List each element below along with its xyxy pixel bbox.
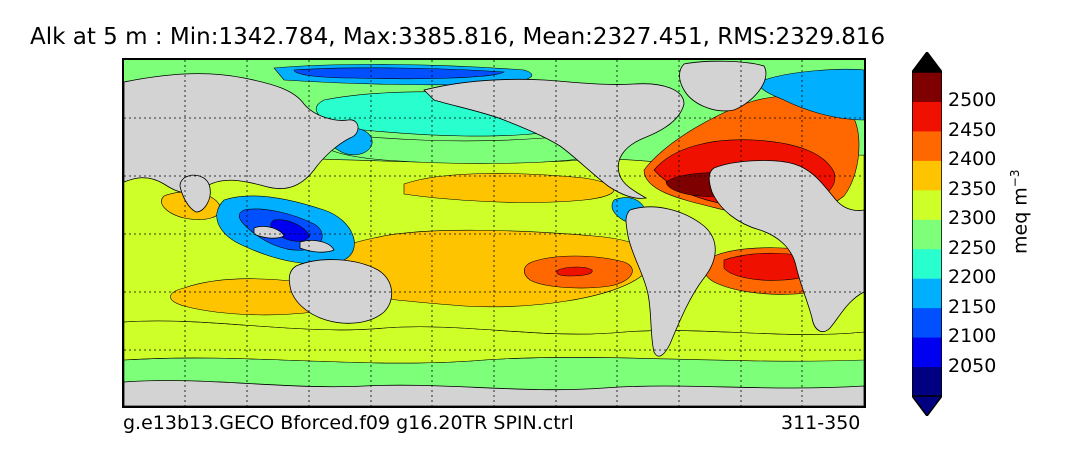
colorbar-segment bbox=[912, 160, 942, 191]
north-america-land bbox=[423, 78, 685, 199]
colorbar-segment bbox=[912, 337, 942, 368]
arctic-2100 bbox=[293, 67, 505, 80]
colorbar-top-arrow bbox=[912, 52, 942, 72]
case-name-label: g.e13b13.GECO Bforced.f09 g16.20TR SPIN.… bbox=[123, 412, 574, 434]
map-panel bbox=[122, 58, 866, 408]
colorbar-unit-label: meq m−3 bbox=[1008, 169, 1032, 254]
colorbar bbox=[912, 52, 942, 416]
colorbar-segment bbox=[912, 189, 942, 220]
greenland-land bbox=[679, 60, 767, 112]
colorbar-tick-label: 2150 bbox=[948, 295, 997, 318]
map-title: Alk at 5 m : Min:1342.784, Max:3385.816,… bbox=[30, 24, 886, 50]
south-america-land bbox=[625, 206, 716, 357]
colorbar-segment bbox=[912, 307, 942, 338]
colorbar-tick-label: 2250 bbox=[948, 236, 997, 259]
colorbar-segment bbox=[912, 101, 942, 132]
colorbar-segment bbox=[912, 248, 942, 279]
colorbar-tick-label: 2100 bbox=[948, 325, 997, 348]
colorbar-segment bbox=[912, 219, 942, 250]
australia-land bbox=[288, 259, 392, 324]
colorbar-segment bbox=[912, 278, 942, 309]
colorbar-segment bbox=[912, 72, 942, 102]
map-gridlines bbox=[124, 60, 864, 406]
years-label: 311-350 bbox=[781, 412, 861, 434]
india-land bbox=[179, 174, 211, 213]
colorbar-tick-label: 2050 bbox=[948, 354, 997, 377]
indonesia-land bbox=[253, 226, 335, 253]
colorbar-tick-label: 2450 bbox=[948, 118, 997, 141]
africa-land bbox=[708, 160, 864, 332]
labrador-2150 bbox=[759, 69, 864, 121]
colorbar-tick-label: 2350 bbox=[948, 177, 997, 200]
colorbar-tick-label: 2200 bbox=[948, 266, 997, 289]
colorbar-tick-label: 2300 bbox=[948, 207, 997, 230]
colorbar-bottom-arrow bbox=[912, 396, 942, 416]
colorbar-segment bbox=[912, 366, 942, 397]
north-pacific-gyre-2350 bbox=[403, 173, 615, 203]
colorbar-tick-label: 2400 bbox=[948, 148, 997, 171]
alkalinity-map bbox=[124, 60, 864, 406]
colorbar-segment bbox=[912, 130, 942, 161]
colorbar-tick-label: 2500 bbox=[948, 89, 997, 112]
south-pacific-gyre-2450 bbox=[556, 266, 593, 277]
